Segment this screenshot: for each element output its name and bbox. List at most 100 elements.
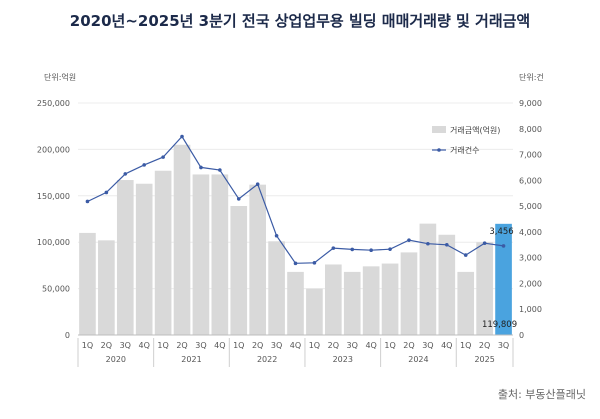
x-tick-label: 4Q — [290, 341, 301, 350]
x-tick-label: 1Q — [233, 341, 244, 350]
bar — [79, 232, 96, 335]
bar — [173, 144, 191, 335]
x-tick-label: 3Q — [195, 341, 206, 350]
left-tick-label: 50,000 — [42, 285, 70, 294]
right-axis-unit: 단위:건 — [519, 72, 544, 82]
x-tick-label: 2Q — [328, 341, 339, 350]
line-point — [274, 233, 279, 238]
line-point — [501, 244, 506, 248]
legend-line-marker — [437, 148, 441, 152]
left-tick-label: 100,000 — [37, 238, 70, 247]
x-tick-label: 4Q — [214, 341, 225, 350]
bar — [211, 174, 229, 335]
line-point — [312, 261, 317, 265]
x-tick-label: 2Q — [176, 341, 187, 350]
x-tick-label: 1Q — [384, 341, 395, 350]
right-tick-label: 6,000 — [519, 176, 542, 185]
bar-series — [79, 144, 512, 335]
line-point — [426, 241, 430, 246]
line-point — [407, 238, 411, 242]
annotations: 3,456 119,809 — [482, 227, 517, 330]
bar — [438, 234, 456, 335]
line-point — [161, 155, 165, 159]
right-tick-label: 5,000 — [519, 202, 542, 211]
bar — [287, 271, 304, 335]
left-tick-label: 150,000 — [37, 192, 70, 201]
x-tick-label: 4Q — [441, 341, 452, 350]
legend-line-label: 거래건수 — [450, 145, 479, 155]
line-point — [218, 168, 222, 172]
bar — [343, 271, 361, 335]
x-tick-label: 1Q — [460, 341, 471, 350]
bar — [457, 271, 475, 335]
right-tick-label: 2,000 — [519, 279, 542, 288]
line-point — [104, 190, 109, 195]
x-tick-label: 3Q — [271, 341, 282, 350]
bar — [268, 241, 285, 335]
bar — [230, 206, 248, 335]
right-tick-label: 3,000 — [519, 254, 542, 263]
x-tick-label: 3Q — [498, 341, 509, 350]
year-label: 2024 — [408, 355, 428, 364]
year-label: 2025 — [474, 355, 494, 364]
right-tick-label: 1,000 — [519, 305, 542, 314]
legend-bar-swatch — [432, 126, 446, 133]
data-label-bar-last: 119,809 — [482, 320, 517, 330]
line-point — [85, 199, 90, 204]
bar — [325, 264, 342, 335]
source-note: 출처: 부동산플래닛 — [497, 388, 586, 401]
bar — [135, 183, 153, 335]
right-tick-label: 9,000 — [519, 99, 542, 108]
bar — [154, 170, 172, 335]
x-tick-label: 2Q — [101, 341, 112, 350]
legend: 거래금액(억원) 거래건수 — [432, 125, 500, 155]
right-tick-label: 8,000 — [519, 125, 542, 134]
x-tick-label: 1Q — [82, 341, 93, 350]
line-point — [388, 247, 392, 251]
bar — [362, 266, 380, 335]
left-tick-label: 250,000 — [37, 99, 70, 108]
bar — [476, 242, 493, 335]
bar-highlight — [495, 223, 512, 335]
x-tick-label: 1Q — [309, 341, 320, 350]
line-point — [350, 247, 355, 252]
left-tick-label: 0 — [65, 331, 70, 340]
right-tick-label: 0 — [519, 331, 524, 340]
line-point — [199, 165, 203, 170]
bar — [400, 252, 418, 335]
bar — [306, 288, 323, 335]
line-point — [445, 242, 449, 247]
line-point — [331, 246, 336, 250]
data-label-line-last: 3,456 — [489, 227, 513, 237]
line-point — [123, 172, 128, 176]
line-point — [293, 261, 298, 266]
bar — [98, 240, 115, 335]
legend-bar-label: 거래금액(억원) — [450, 125, 500, 135]
year-label: 2022 — [257, 355, 277, 364]
x-tick-label: 1Q — [157, 341, 168, 350]
bar — [249, 184, 266, 335]
line-series — [85, 134, 506, 266]
x-tick-label: 3Q — [120, 341, 131, 350]
x-tick-label: 2Q — [479, 341, 490, 350]
bar — [192, 174, 210, 335]
right-tick-label: 7,000 — [519, 151, 542, 160]
year-label: 2020 — [106, 355, 126, 364]
left-axis-unit: 단위:억원 — [44, 72, 76, 82]
line-point — [142, 163, 146, 167]
axes: 0 50,000 100,000 150,000 200,000 250,000 0 1,00… — [37, 72, 544, 367]
chart-title: 2020년~2025년 3분기 전국 상업업무용 빌딩 매매거래량 및 거래금액 — [69, 12, 531, 30]
year-label: 2023 — [333, 355, 353, 364]
x-tick-label: 2Q — [252, 341, 263, 350]
line-point — [369, 248, 373, 252]
x-tick-label: 3Q — [347, 341, 358, 350]
line-point — [236, 197, 241, 201]
x-tick-label: 4Q — [139, 341, 150, 350]
line-point — [463, 253, 468, 257]
x-tick-label: 4Q — [365, 341, 376, 350]
year-label: 2021 — [181, 355, 201, 364]
x-tick-label: 3Q — [422, 341, 433, 350]
bar — [116, 180, 134, 335]
line-point — [180, 134, 184, 139]
